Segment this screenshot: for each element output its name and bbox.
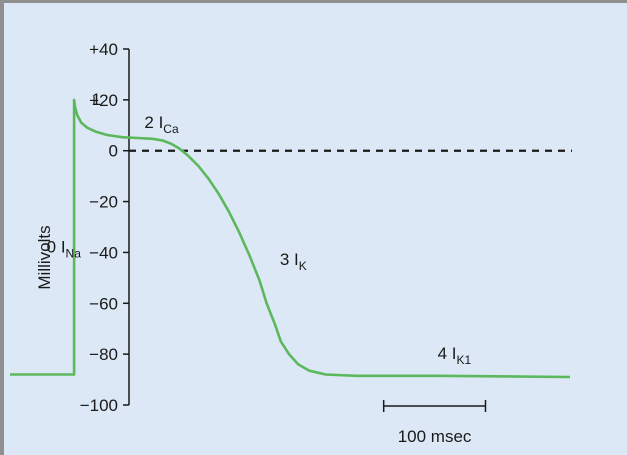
y-tick-label: −80	[89, 345, 118, 364]
scale-bar-label: 100 msec	[398, 427, 472, 446]
series-layer	[10, 98, 571, 379]
y-tick-label: −20	[89, 193, 118, 212]
phase-3-label: 3 IK	[280, 250, 307, 273]
phase-4-label: 4 IK1	[438, 344, 472, 367]
phase-1-label: 1	[91, 90, 100, 109]
phase-2-label: 2 ICa	[144, 113, 179, 136]
y-tick-label: −60	[89, 294, 118, 313]
y-tick-label: −100	[80, 396, 118, 415]
y-axis-title: Millivolts	[35, 225, 54, 289]
phase-annotations: 0 INa 1 2 ICa 3 IK 4 IK1	[47, 90, 472, 367]
y-tick-label: +20	[89, 91, 118, 110]
y-tick-label: 0	[109, 142, 118, 161]
phase-0-label: 0 INa	[47, 237, 82, 260]
action-potential-line	[10, 98, 571, 379]
y-ticks: +40 +20 0 −20 −40 −60 −80 −100	[80, 40, 129, 415]
y-tick-label: −40	[89, 243, 118, 262]
time-scale-bar: 100 msec	[382, 400, 487, 446]
action-potential-chart: +40 +20 0 −20 −40 −60 −80 −100 0 INa 1 2 ICa 3 IK 4…	[10, 40, 572, 446]
y-tick-label: +40	[89, 40, 118, 59]
